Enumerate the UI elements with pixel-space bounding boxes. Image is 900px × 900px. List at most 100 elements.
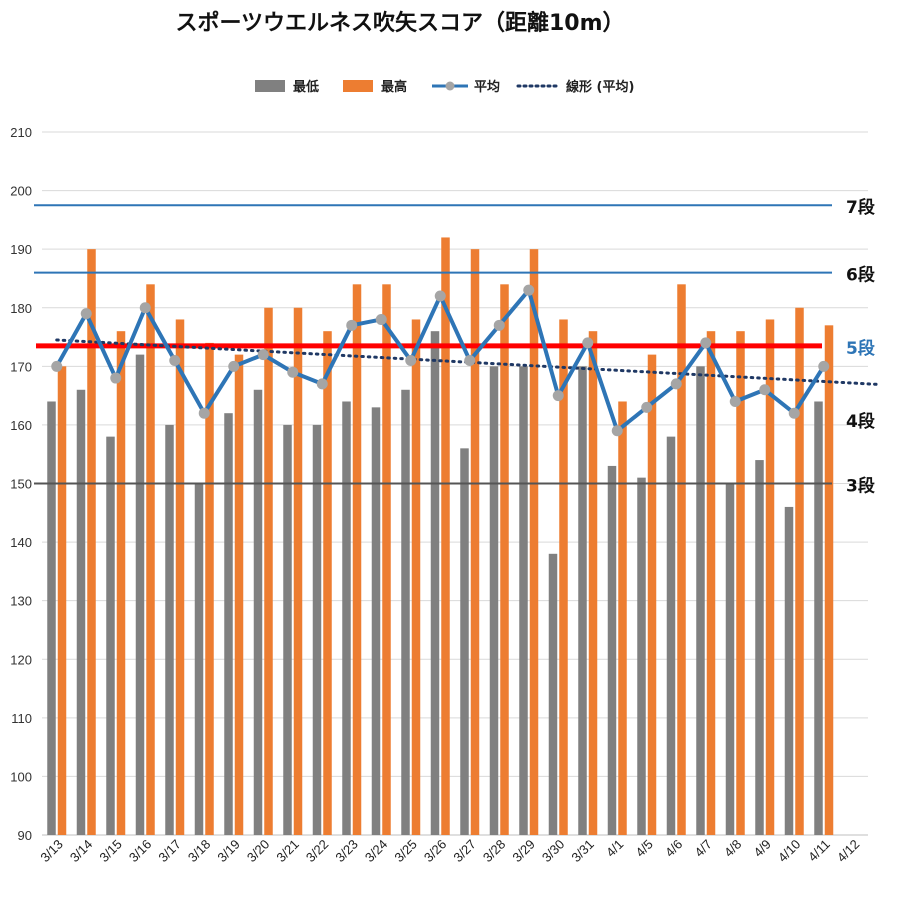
x-tick-label: 3/20 bbox=[244, 837, 273, 866]
x-tick-label: 3/27 bbox=[450, 837, 479, 866]
bar-min bbox=[342, 401, 351, 835]
reference-label: 7段 bbox=[846, 197, 875, 218]
x-tick-label: 4/9 bbox=[750, 837, 773, 860]
bar-max bbox=[441, 237, 450, 835]
reference-label: 6段 bbox=[846, 265, 875, 286]
bar-max bbox=[588, 331, 598, 835]
legend-label-avg: 平均 bbox=[474, 79, 500, 95]
y-tick-label: 190 bbox=[10, 242, 32, 257]
bar-max bbox=[57, 366, 67, 835]
average-point bbox=[198, 407, 210, 419]
x-axis-ticks: 3/13 3/14 3/15 3/16 3/17 3/18 3/19 3/20 3/21 3/22… bbox=[37, 837, 862, 866]
bar-min bbox=[194, 483, 204, 835]
average-point bbox=[80, 308, 92, 320]
bar-min bbox=[784, 506, 794, 835]
x-tick-label: 3/17 bbox=[155, 837, 184, 866]
bar-max bbox=[559, 319, 568, 835]
bar-max bbox=[234, 354, 244, 835]
legend-swatch-avg-marker bbox=[445, 81, 455, 91]
x-tick-label: 3/26 bbox=[421, 837, 450, 866]
x-tick-label: 3/13 bbox=[37, 837, 66, 866]
average-point bbox=[729, 395, 741, 407]
bar-max bbox=[736, 331, 745, 835]
bar-max bbox=[765, 319, 775, 835]
average-point bbox=[257, 349, 269, 361]
y-tick-label: 150 bbox=[10, 477, 32, 492]
y-tick-label: 90 bbox=[18, 828, 32, 843]
bar-max bbox=[382, 284, 391, 836]
bar-max bbox=[264, 307, 273, 835]
bar-max bbox=[677, 284, 686, 836]
bar-min bbox=[253, 389, 263, 835]
bar-min bbox=[76, 389, 86, 835]
average-point bbox=[670, 378, 682, 390]
bar-max bbox=[352, 284, 362, 836]
bar-max bbox=[706, 331, 716, 835]
bar-max bbox=[500, 284, 509, 836]
bar-min bbox=[548, 553, 558, 835]
average-point bbox=[139, 302, 151, 314]
x-tick-label: 3/19 bbox=[214, 837, 243, 866]
average-point bbox=[818, 360, 830, 372]
bar-max bbox=[470, 249, 480, 835]
x-tick-label: 4/5 bbox=[632, 837, 655, 860]
bar-max bbox=[146, 284, 155, 836]
average-point bbox=[552, 390, 564, 402]
x-tick-label: 3/18 bbox=[185, 837, 214, 866]
x-tick-label: 3/14 bbox=[67, 837, 96, 866]
x-tick-label: 3/31 bbox=[568, 837, 597, 866]
legend-swatch-min bbox=[255, 80, 285, 92]
bar-min bbox=[430, 331, 440, 835]
x-tick-label: 3/23 bbox=[332, 837, 361, 866]
bar-min bbox=[637, 477, 646, 835]
bar-max bbox=[647, 354, 657, 835]
average-point bbox=[51, 360, 63, 372]
bar-min bbox=[814, 401, 823, 835]
bar-min bbox=[460, 448, 469, 835]
average-point bbox=[375, 313, 387, 325]
average-point bbox=[700, 337, 712, 349]
chart-title: スポーツウエルネス吹矢スコア（距離10m） bbox=[175, 10, 624, 36]
average-point bbox=[110, 372, 122, 384]
y-axis-ticks: 90 100 110 120 130 140 150 160 170 180 190 200 210 bbox=[10, 125, 32, 843]
average-point bbox=[434, 290, 446, 302]
y-tick-label: 110 bbox=[11, 711, 32, 726]
average-point bbox=[169, 354, 181, 366]
bar-max bbox=[293, 307, 303, 835]
bar-max bbox=[323, 331, 332, 835]
legend: 最低 最高 平均 線形 (平均) bbox=[255, 79, 634, 95]
bar-series bbox=[47, 237, 834, 836]
y-tick-label: 140 bbox=[10, 535, 32, 550]
bar-min bbox=[371, 407, 381, 835]
bar-min bbox=[283, 424, 292, 835]
average-point bbox=[611, 425, 623, 437]
x-tick-label: 3/22 bbox=[303, 837, 332, 866]
x-tick-label: 4/11 bbox=[805, 837, 833, 865]
y-tick-label: 100 bbox=[10, 769, 32, 784]
legend-swatch-max bbox=[343, 80, 373, 92]
x-tick-label: 4/6 bbox=[662, 837, 685, 860]
bar-min bbox=[106, 436, 115, 835]
x-tick-label: 3/25 bbox=[391, 837, 420, 866]
bar-max bbox=[116, 331, 126, 835]
y-tick-label: 160 bbox=[10, 418, 32, 433]
bar-max bbox=[175, 319, 185, 835]
average-point bbox=[788, 407, 800, 419]
bar-min bbox=[47, 401, 56, 835]
bar-min bbox=[666, 436, 676, 835]
bar-min bbox=[696, 366, 705, 835]
y-tick-label: 120 bbox=[10, 652, 32, 667]
reference-label: 3段 bbox=[846, 476, 875, 497]
legend-label-min: 最低 bbox=[293, 79, 319, 95]
x-tick-label: 3/28 bbox=[480, 837, 509, 866]
average-point bbox=[759, 384, 771, 396]
average-point bbox=[582, 337, 594, 349]
bar-max bbox=[824, 325, 834, 835]
bar-min bbox=[578, 366, 587, 835]
bar-max bbox=[205, 342, 214, 835]
x-tick-label: 3/24 bbox=[362, 837, 391, 866]
x-tick-label: 4/7 bbox=[691, 837, 714, 860]
bar-min bbox=[312, 424, 322, 835]
average-point bbox=[346, 319, 358, 331]
